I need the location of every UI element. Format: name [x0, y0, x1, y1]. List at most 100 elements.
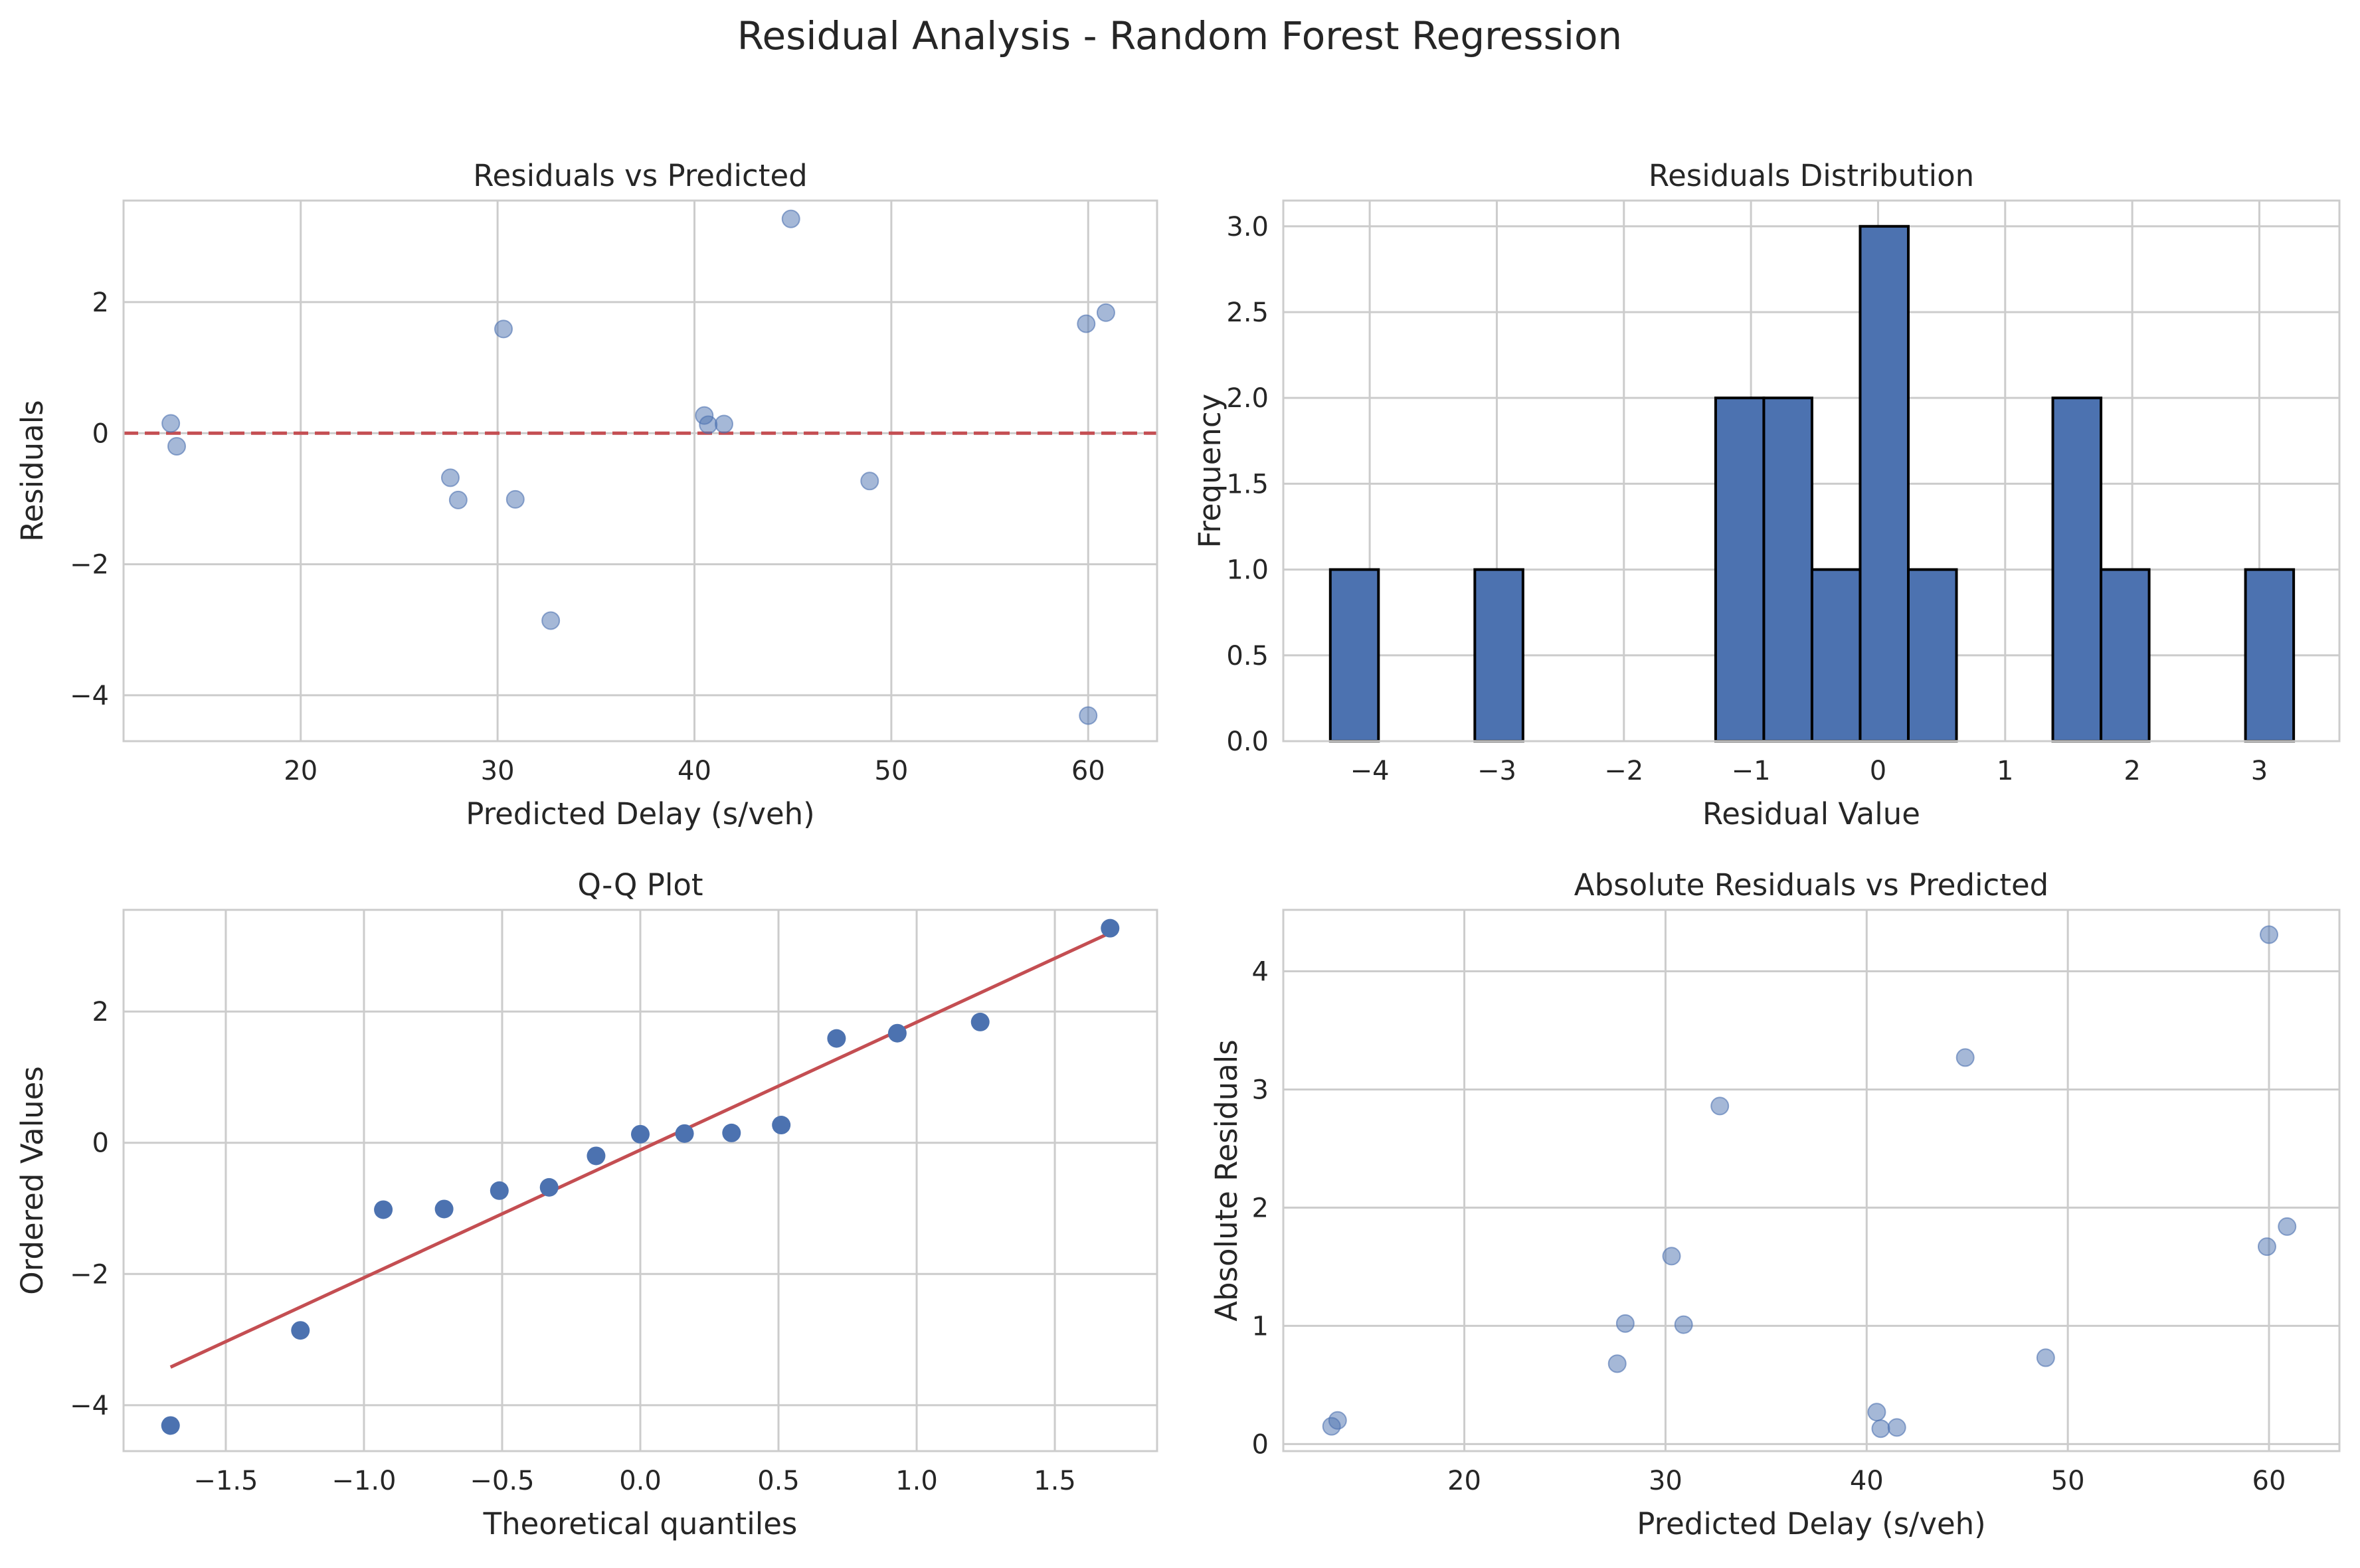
- y-tick-label: 2.0: [1226, 383, 1269, 414]
- data-point: [505, 489, 525, 509]
- data-point: [887, 1023, 907, 1043]
- histogram-bar: [1714, 396, 1766, 742]
- y-tick-label: 1.5: [1226, 469, 1269, 499]
- data-point: [2257, 1237, 2276, 1257]
- qq-fit-line: [169, 931, 1111, 1369]
- y-tick-label: −2: [70, 550, 109, 580]
- data-point: [1867, 1403, 1886, 1422]
- axes-frame: [122, 909, 1158, 1452]
- data-point: [539, 1177, 559, 1197]
- data-point: [1096, 303, 1115, 322]
- x-tick-label: 50: [874, 756, 908, 786]
- residuals-vs-predicted-chart: 20 30 40 50 60 −4 −2 0 2 Residuals vs Predicted Pr…: [15, 158, 1158, 831]
- subplot-title: Q-Q Plot: [577, 867, 703, 903]
- residuals-distribution-chart: −4 −3 −2 −1 0 1 2 3 0.0 0.5 1.0 1.5 2.0 2.5 3.0 Residua…: [1192, 158, 2341, 831]
- x-tick-label: 0: [1870, 756, 1886, 786]
- data-point: [722, 1123, 741, 1142]
- x-tick-label: 40: [1850, 1466, 1884, 1496]
- data-point: [827, 1029, 846, 1048]
- data-point: [587, 1146, 606, 1166]
- data-point: [1674, 1315, 1693, 1334]
- y-tick-label: 3.0: [1226, 212, 1269, 242]
- data-point: [1887, 1418, 1906, 1437]
- data-point: [1662, 1247, 1681, 1266]
- y-tick-label: 0: [1252, 1429, 1269, 1460]
- x-tick-label: 1.5: [1034, 1466, 1076, 1496]
- y-tick-label: 2: [92, 288, 109, 318]
- histogram-bar: [1859, 224, 1910, 742]
- data-point: [161, 1416, 180, 1435]
- x-tick-label: 0.0: [619, 1466, 662, 1496]
- data-point: [440, 468, 460, 487]
- y-axis-label: Ordered Values: [15, 1066, 50, 1294]
- data-point: [675, 1124, 694, 1143]
- y-tick-label: 0.0: [1226, 727, 1269, 757]
- x-tick-label: 30: [481, 756, 515, 786]
- x-tick-label: −0.5: [470, 1466, 534, 1496]
- data-point: [448, 490, 468, 509]
- histogram-bar: [2244, 568, 2296, 742]
- y-axis-label: Residuals: [15, 400, 50, 542]
- x-tick-label: 40: [678, 756, 711, 786]
- histogram-bar: [1762, 396, 1813, 742]
- x-tick-label: 1.0: [895, 1466, 938, 1496]
- data-point: [1955, 1048, 1975, 1067]
- y-tick-label: 0.5: [1226, 641, 1269, 671]
- data-point: [631, 1124, 650, 1144]
- x-axis-label: Predicted Delay (s/veh): [466, 796, 814, 831]
- x-tick-label: −4: [1350, 756, 1390, 786]
- data-point: [490, 1181, 509, 1200]
- y-tick-label: 1.0: [1226, 555, 1269, 586]
- y-tick-label: 3: [1252, 1075, 1269, 1105]
- x-tick-label: −2: [1604, 756, 1643, 786]
- histogram-bar: [1906, 568, 1958, 742]
- x-tick-label: 60: [2252, 1466, 2286, 1496]
- x-tick-label: 60: [1071, 756, 1105, 786]
- data-point: [2278, 1217, 2297, 1236]
- axes-frame: [1282, 909, 2341, 1452]
- data-point: [970, 1012, 990, 1031]
- x-axis-label: Predicted Delay (s/veh): [1637, 1506, 1985, 1541]
- data-point: [860, 472, 879, 491]
- data-point: [161, 414, 181, 433]
- data-point: [1607, 1354, 1627, 1373]
- data-point: [781, 209, 800, 228]
- qq-plot-chart: −1.5 −1.0 −0.5 0.0 0.5 1.0 1.5 −4 −2 0 2 Q-Q Plot Th…: [15, 867, 1158, 1541]
- data-point: [1871, 1419, 1890, 1438]
- data-point: [714, 414, 733, 434]
- histogram-bar: [1810, 568, 1862, 742]
- data-point: [1079, 706, 1098, 725]
- histogram-bar: [2100, 568, 2151, 742]
- y-axis-label: Absolute Residuals: [1209, 1039, 1244, 1321]
- data-point: [699, 415, 718, 434]
- x-axis-label: Theoretical quantiles: [483, 1506, 798, 1541]
- y-tick-label: −2: [70, 1259, 109, 1290]
- axes-frame: [1282, 199, 2341, 742]
- y-tick-label: 0: [92, 418, 109, 449]
- data-point: [2260, 925, 2278, 944]
- x-tick-label: 50: [2051, 1466, 2085, 1496]
- y-tick-label: 2: [92, 997, 109, 1027]
- y-tick-label: 1: [1252, 1311, 1269, 1342]
- data-point: [434, 1199, 454, 1219]
- x-axis-label: Residual Value: [1702, 796, 1920, 831]
- absolute-residuals-vs-predicted-chart: 20 30 40 50 60 0 1 2 3 4 Absolute Residuals vs Pre…: [1209, 867, 2341, 1541]
- figure-suptitle: Residual Analysis - Random Forest Regres…: [737, 13, 1622, 58]
- x-tick-label: 2: [2124, 756, 2140, 786]
- y-tick-label: 2: [1252, 1193, 1269, 1223]
- y-tick-label: 0: [92, 1128, 109, 1159]
- data-point: [1101, 918, 1120, 938]
- data-point: [772, 1116, 791, 1135]
- data-point: [541, 611, 561, 630]
- histogram-bar: [1473, 568, 1524, 742]
- x-tick-label: −1.5: [193, 1466, 258, 1496]
- data-point: [374, 1200, 393, 1219]
- data-point: [1077, 314, 1096, 333]
- y-tick-label: 4: [1252, 957, 1269, 988]
- y-tick-label: −4: [70, 1391, 109, 1421]
- y-axis-label: Frequency: [1192, 394, 1227, 548]
- histogram-bar: [2051, 396, 2103, 742]
